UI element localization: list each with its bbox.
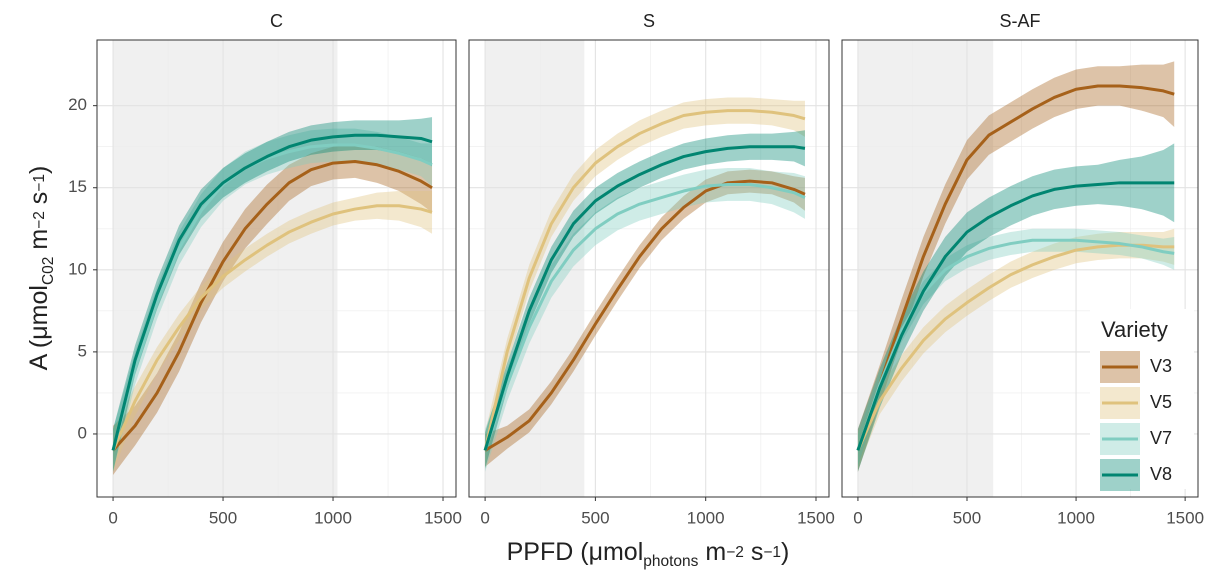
x-tick-label: 1500 [797, 508, 835, 527]
label-part: −2 [31, 211, 48, 229]
series-line [856, 84, 1175, 451]
x-axis-label: PPFD (μmolphotons m−2 s−1) [507, 538, 790, 570]
x-tick-label: 0 [108, 508, 117, 527]
confidence-band [857, 143, 1175, 472]
y-tick-label: 5 [78, 341, 87, 360]
label-part: m [25, 229, 53, 257]
series-line [111, 159, 433, 452]
label-part: s [25, 192, 53, 211]
confidence-band [113, 145, 433, 476]
legend-label: V7 [1150, 428, 1172, 448]
label-part: m [698, 538, 726, 566]
panel-border [96, 39, 457, 498]
strip-title: C [270, 11, 283, 31]
x-tick-label: 1000 [314, 508, 352, 527]
label-part: −2 [726, 544, 744, 561]
shaded-region [857, 40, 994, 497]
confidence-band [113, 128, 433, 472]
x-tick-label: 1000 [687, 508, 725, 527]
strip-title: S-AF [999, 11, 1040, 31]
x-tick-label: 0 [853, 508, 862, 527]
label-part: A (μmol [25, 285, 53, 370]
confidence-band [485, 97, 805, 469]
confidence-band [857, 228, 1175, 469]
legend-label: V5 [1150, 392, 1172, 412]
y-tick-label: 15 [68, 177, 87, 196]
legend-label: V8 [1150, 464, 1172, 484]
label-part: −1 [763, 544, 781, 561]
panel-border [468, 39, 830, 498]
label-part: photons [643, 553, 698, 570]
confidence-band [485, 168, 805, 472]
x-tick-label: 500 [953, 508, 981, 527]
confidence-band [857, 228, 1175, 467]
y-tick-label: 10 [68, 259, 87, 278]
series-line [484, 179, 806, 452]
series-line [483, 109, 806, 451]
confidence-band [113, 117, 433, 472]
series-line [483, 182, 806, 451]
label-part: ) [781, 538, 789, 566]
x-tick-label: 500 [581, 508, 609, 527]
y-tick-label: 0 [78, 423, 87, 442]
x-tick-label: 1000 [1057, 508, 1095, 527]
label-part: ) [25, 166, 53, 174]
label-part: −1 [31, 174, 48, 192]
legend-title: Variety [1101, 317, 1168, 342]
label-part: s [744, 538, 763, 566]
confidence-band [485, 169, 805, 467]
x-tick-label: 1500 [1166, 508, 1204, 527]
panel-border [841, 39, 1199, 498]
series-line [856, 181, 1175, 451]
y-tick-label: 20 [68, 95, 87, 114]
series-line [111, 133, 433, 451]
strip-title: S [643, 11, 655, 31]
legend-label: V3 [1150, 356, 1172, 376]
x-tick-label: 500 [209, 508, 237, 527]
series-line [483, 145, 806, 451]
shaded-region [113, 40, 338, 497]
shaded-region [485, 40, 585, 497]
label-part: C02 [40, 257, 57, 285]
series-line [111, 204, 433, 451]
x-tick-label: 0 [480, 508, 489, 527]
y-axis-label: A (μmolC02 m−2 s−1) [25, 166, 57, 371]
x-tick-label: 1500 [424, 508, 462, 527]
series-line [111, 143, 433, 451]
label-part: PPFD (μmol [507, 538, 644, 566]
legend-box [1090, 309, 1194, 489]
